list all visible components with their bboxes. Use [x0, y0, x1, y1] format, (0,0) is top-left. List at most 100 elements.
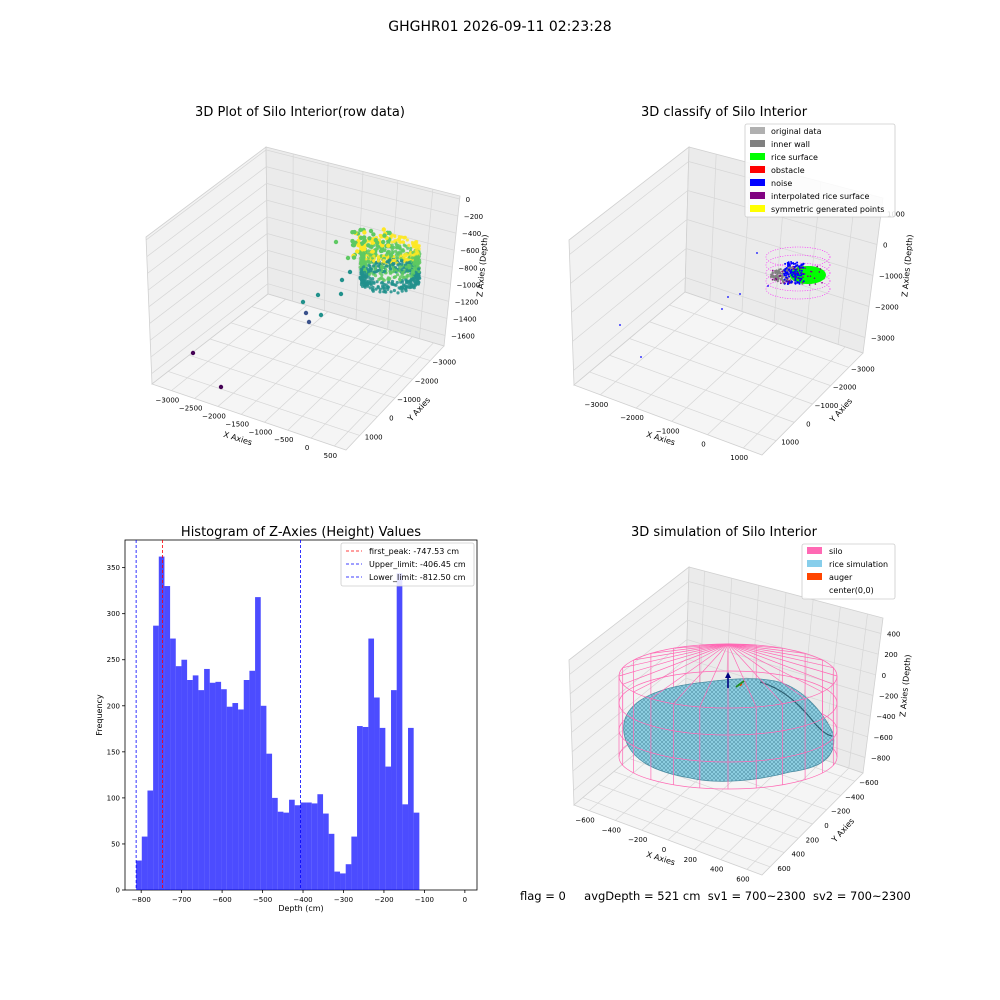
- z-tick-label: 1000: [887, 211, 905, 219]
- raw-outlier-point: [303, 310, 309, 316]
- legend-swatch: [750, 127, 765, 134]
- noise-point: [788, 275, 791, 278]
- footer-status-line: flag = 0 avgDepth = 521 cm sv1 = 700~230…: [520, 889, 911, 903]
- noise-point: [794, 262, 797, 265]
- raw-point: [407, 243, 411, 247]
- histogram-bar: [413, 812, 420, 890]
- z-tick-label: −3000: [871, 335, 895, 343]
- x-tick-label: −3000: [156, 397, 180, 405]
- raw-point: [370, 249, 375, 254]
- silo-roof-spoke: [673, 643, 729, 649]
- histogram-bar: [300, 802, 307, 890]
- raw-point: [372, 254, 376, 258]
- y-tick-label: 400: [792, 851, 805, 859]
- histogram-x-axis-label: Depth (cm): [278, 904, 323, 913]
- legend-swatch: [750, 153, 765, 160]
- raw-point: [378, 268, 382, 272]
- raw-point: [391, 250, 395, 254]
- noise-point: [790, 274, 793, 277]
- histogram-bar: [334, 871, 341, 890]
- raw-point: [370, 240, 375, 245]
- z-tick-label: 0: [466, 196, 470, 204]
- silo-roof-spoke: [727, 643, 834, 685]
- gridline-y: [189, 354, 378, 418]
- raw-point: [410, 285, 414, 289]
- legend-label: interpolated rice surface: [771, 192, 869, 201]
- x-tick-label: −400: [293, 896, 312, 904]
- raw-point: [403, 254, 407, 258]
- raw-point: [415, 244, 419, 248]
- raw-point: [409, 274, 413, 279]
- noise-point: [790, 271, 793, 274]
- raw-point: [381, 227, 386, 232]
- noise-point: [797, 265, 800, 268]
- z-tick-label: −800: [871, 755, 890, 763]
- gridline-y: [582, 797, 771, 868]
- z-tick-label: 400: [887, 631, 900, 639]
- y-tick-label: −2000: [833, 384, 857, 392]
- raw-point: [369, 269, 373, 273]
- x-tick-label: −1500: [225, 420, 249, 428]
- interpolated-point: [801, 281, 804, 284]
- x-tick-label: 600: [736, 875, 749, 883]
- z-tick-label: −400: [462, 230, 481, 238]
- raw-point: [380, 273, 384, 277]
- noise-point: [783, 278, 786, 281]
- classify-y-axis-label: Y Axies: [827, 397, 854, 425]
- x-tick-label: −400: [602, 826, 621, 834]
- noise-point: [788, 263, 791, 266]
- x-tick-label: −200: [374, 896, 393, 904]
- gridline-z: [571, 219, 874, 313]
- rice-surface-ridge: [759, 681, 833, 737]
- y-tick-label: 250: [107, 656, 120, 664]
- silo-roof-spoke: [727, 643, 806, 654]
- raw-z-ticks: 0 −200 −400 −600 −800 −1000 −1200 −1400 −1600: [451, 196, 483, 341]
- interpolated-point: [794, 272, 796, 274]
- histogram-bar: [289, 799, 295, 890]
- figure-suptitle: GHGHR01 2026-09-11 02:23:28: [388, 19, 611, 35]
- y-tick-label: 1000: [365, 433, 383, 441]
- raw-point: [408, 264, 412, 268]
- histogram-bar: [379, 727, 386, 890]
- histogram-bar: [249, 670, 256, 890]
- raw-point: [390, 281, 394, 285]
- histogram-bar: [306, 802, 312, 890]
- z-tick-label: 200: [884, 651, 897, 659]
- silo-roof-spoke: [699, 643, 729, 646]
- raw-point: [400, 280, 404, 284]
- legend-label: auger: [829, 573, 853, 582]
- histogram-bar: [362, 726, 369, 890]
- legend-label: rice surface: [771, 153, 818, 162]
- legend-swatch: [750, 140, 765, 147]
- classify-point: [774, 271, 777, 274]
- raw-point: [417, 267, 421, 271]
- classify-chart-title: 3D classify of Silo Interior: [641, 105, 808, 120]
- raw-point: [400, 270, 405, 274]
- x-tick-label: 0: [305, 444, 309, 452]
- raw-point: [415, 262, 419, 266]
- z-tick-label: −1400: [453, 315, 477, 323]
- raw-point: [411, 278, 416, 282]
- noise-point: [802, 273, 805, 276]
- raw-point: [382, 233, 387, 238]
- raw-point: [372, 270, 377, 274]
- footer-avg-depth: avgDepth = 521 cm: [584, 889, 701, 903]
- histogram-bar: [374, 697, 380, 890]
- gridline-z: [570, 190, 878, 284]
- raw-point: [405, 275, 409, 279]
- noise-point: [789, 281, 792, 284]
- raw-point: [371, 288, 375, 292]
- raw-point: [376, 259, 380, 263]
- histogram-bar: [408, 727, 414, 890]
- raw-point: [396, 263, 400, 267]
- raw-point: [385, 260, 389, 264]
- histogram-bar: [192, 675, 199, 890]
- histogram-bar: [396, 573, 403, 890]
- simulation-title: 3D simulation of Silo Interior: [631, 525, 818, 540]
- raw-point: [387, 230, 392, 236]
- interpolated-point: [797, 277, 799, 280]
- raw-point: [388, 258, 392, 262]
- x-tick-label: −700: [172, 896, 191, 904]
- x-tick-label: −600: [212, 896, 231, 904]
